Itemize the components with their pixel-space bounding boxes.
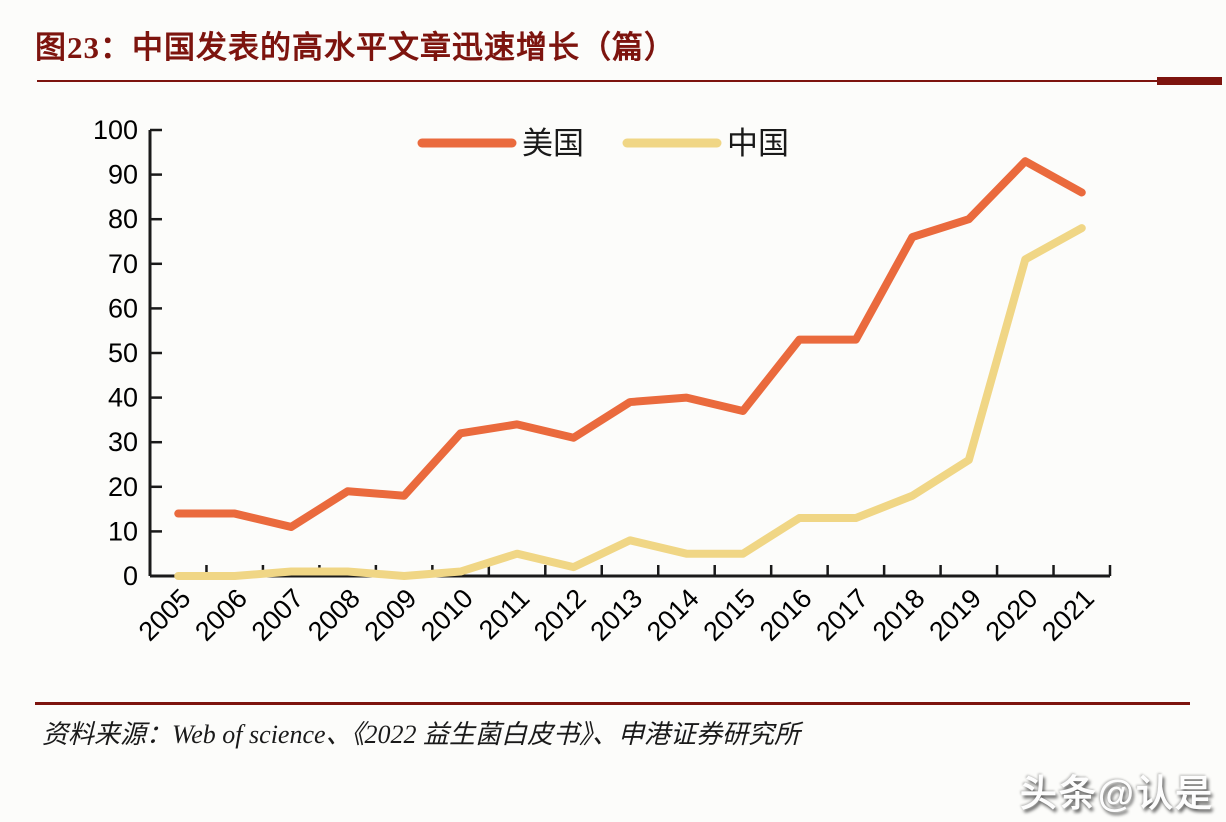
x-tick-label: 2006 — [189, 583, 253, 647]
series-line-美国 — [174, 157, 1086, 531]
watermark-text: 头条@认是 — [1019, 773, 1214, 814]
x-tick-label: 2018 — [867, 583, 931, 647]
y-tick-label: 40 — [108, 383, 138, 413]
x-tick-label: 2017 — [810, 583, 874, 647]
legend-label-中国: 中国 — [727, 126, 789, 161]
y-tick-label: 60 — [108, 293, 138, 323]
x-tick-label: 2011 — [473, 583, 535, 645]
source-text: 资料来源：Web of science、《2022 益生菌白皮书》、申港证券研究… — [42, 720, 801, 749]
y-tick-label: 20 — [108, 472, 138, 502]
y-tick-label: 70 — [108, 249, 138, 279]
x-tick-label: 2005 — [133, 583, 197, 647]
y-tick-label: 10 — [108, 516, 138, 546]
x-tick-label: 2009 — [359, 583, 423, 647]
x-tick-label: 2013 — [585, 583, 649, 647]
x-tick-label: 2010 — [415, 583, 479, 647]
series-line-中国 — [174, 224, 1086, 580]
title-underline-end-bar — [1157, 77, 1222, 85]
title-underline — [37, 80, 1157, 82]
y-tick-label: 30 — [108, 427, 138, 457]
y-tick-label: 100 — [93, 115, 138, 145]
legend-label-美国: 美国 — [522, 126, 584, 161]
y-tick-label: 50 — [108, 338, 138, 368]
x-tick-label: 2008 — [302, 583, 366, 647]
x-tick-label: 2007 — [246, 583, 310, 647]
x-tick-label: 2015 — [697, 583, 761, 647]
x-tick-label: 2021 — [1036, 583, 1100, 647]
footer-rule — [35, 702, 1190, 705]
line-chart: 0102030405060708090100200520062007200820… — [93, 115, 1112, 647]
y-tick-label: 0 — [123, 561, 138, 591]
x-tick-label: 2012 — [528, 583, 592, 647]
x-tick-label: 2014 — [641, 583, 705, 647]
y-tick-label: 90 — [108, 160, 138, 190]
chart-title: 图23：中国发表的高水平文章迅速增长（篇） — [35, 30, 676, 65]
x-tick-label: 2019 — [923, 583, 987, 647]
y-tick-label: 80 — [108, 204, 138, 234]
x-tick-label: 2020 — [980, 583, 1044, 647]
x-tick-label: 2016 — [754, 583, 818, 647]
